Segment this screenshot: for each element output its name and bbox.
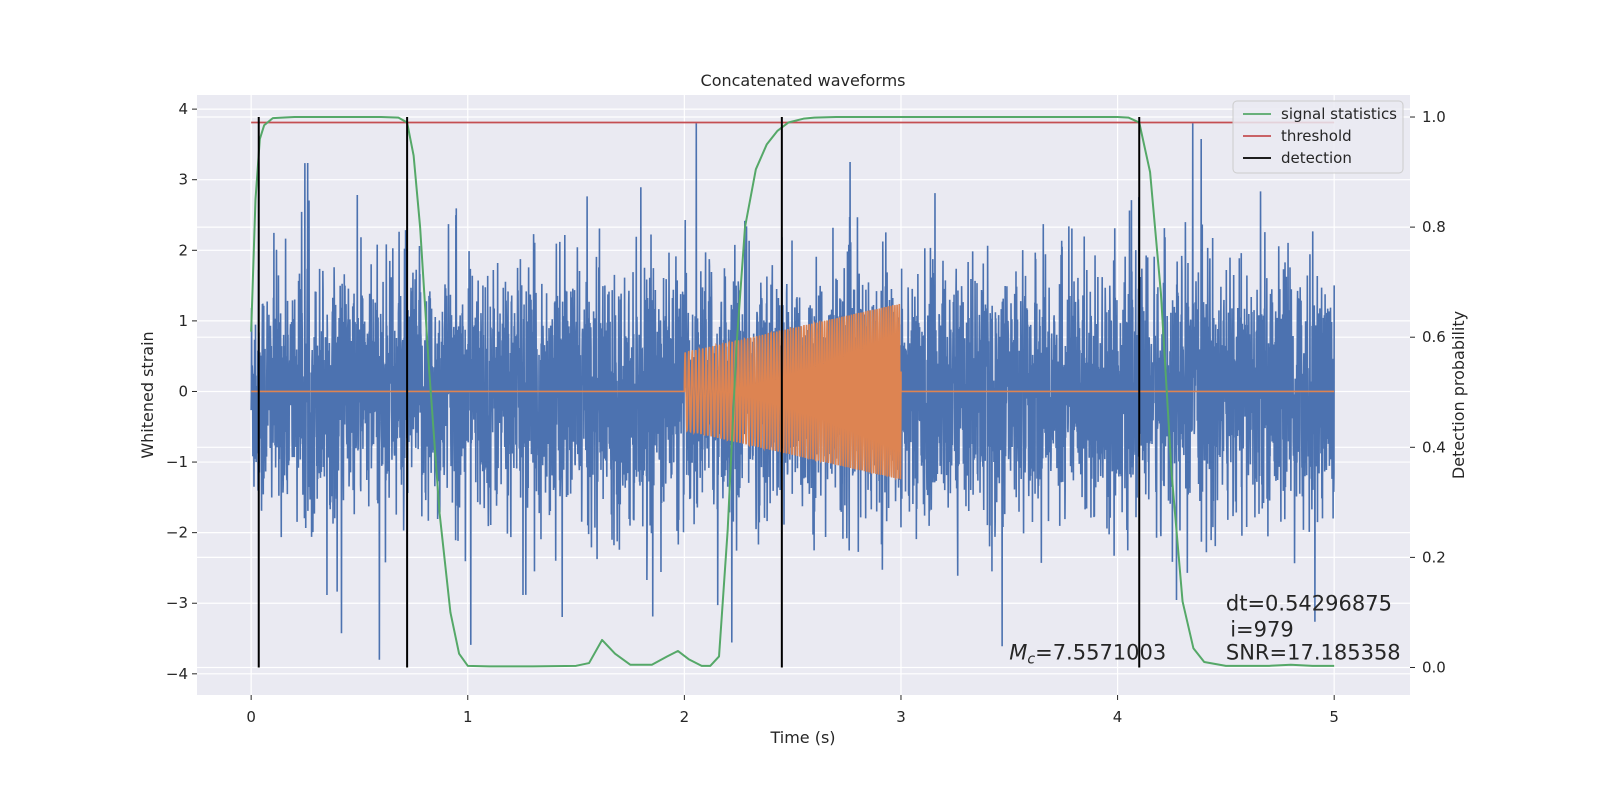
annotation-mc-value: =7.5571003 xyxy=(1035,641,1166,665)
legend-label-signal-statistics: signal statistics xyxy=(1281,105,1397,123)
y-tick-label-5: 1 xyxy=(178,312,188,330)
annotation-dt: dt=0.54296875 xyxy=(1226,591,1392,615)
annotation-mc-symbol: M xyxy=(1009,641,1027,665)
x-tick-label-5: 5 xyxy=(1329,708,1339,726)
legend-box xyxy=(1232,100,1404,174)
y-right-axis-label: Detection probability xyxy=(1449,311,1468,479)
y-right-tick-label-3: 0.6 xyxy=(1422,328,1446,346)
y-axis-ticks: −4 −3 −2 −1 0 1 2 3 4 xyxy=(166,100,197,683)
y-tick-label-7: 3 xyxy=(178,171,188,189)
y-right-tick-label-2: 0.4 xyxy=(1422,438,1446,456)
annotation-snr: SNR=17.185358 xyxy=(1226,641,1401,665)
y-right-axis-ticks: 0.0 0.2 0.4 0.6 0.8 1.0 xyxy=(1410,108,1446,676)
y-right-tick-label-4: 0.8 xyxy=(1422,218,1446,236)
annotation-i: i=979 xyxy=(1230,617,1294,641)
legend: signal statistics threshold detection xyxy=(1232,100,1404,174)
x-axis-label: Time (s) xyxy=(769,728,835,747)
y-right-tick-label-0: 0.0 xyxy=(1422,658,1446,676)
plot-area xyxy=(250,116,1335,668)
chart-title: Concatenated waveforms xyxy=(701,71,906,90)
y-right-tick-label-5: 1.0 xyxy=(1422,108,1446,126)
series-signal-statistics-line xyxy=(250,116,1335,668)
annotations: Mc=7.5571003 dt=0.54296875i=979SNR=17.185… xyxy=(1009,591,1400,667)
y-tick-label-8: 4 xyxy=(178,100,188,118)
annotation-mc-subscript: c xyxy=(1027,652,1035,668)
legend-label-threshold: threshold xyxy=(1281,127,1352,145)
x-tick-label-2: 2 xyxy=(680,708,690,726)
y-right-tick-label-1: 0.2 xyxy=(1422,548,1446,566)
y-tick-label-1: −3 xyxy=(166,594,188,612)
x-tick-label-3: 3 xyxy=(896,708,906,726)
series-template-line xyxy=(251,303,1335,481)
y-tick-label-4: 0 xyxy=(178,382,188,400)
legend-label-detection: detection xyxy=(1281,149,1352,167)
y-axis-label: Whitened strain xyxy=(138,331,157,458)
y-tick-label-6: 2 xyxy=(178,241,188,259)
x-tick-label-1: 1 xyxy=(463,708,473,726)
y-tick-label-0: −4 xyxy=(166,665,188,683)
y-tick-label-2: −2 xyxy=(166,524,188,542)
annotation-mc: Mc=7.5571003 xyxy=(1009,641,1166,668)
y-tick-label-3: −1 xyxy=(166,453,188,471)
x-tick-label-0: 0 xyxy=(246,708,256,726)
x-tick-label-4: 4 xyxy=(1113,708,1123,726)
x-axis-ticks: 0 1 2 3 4 5 xyxy=(246,695,1339,726)
